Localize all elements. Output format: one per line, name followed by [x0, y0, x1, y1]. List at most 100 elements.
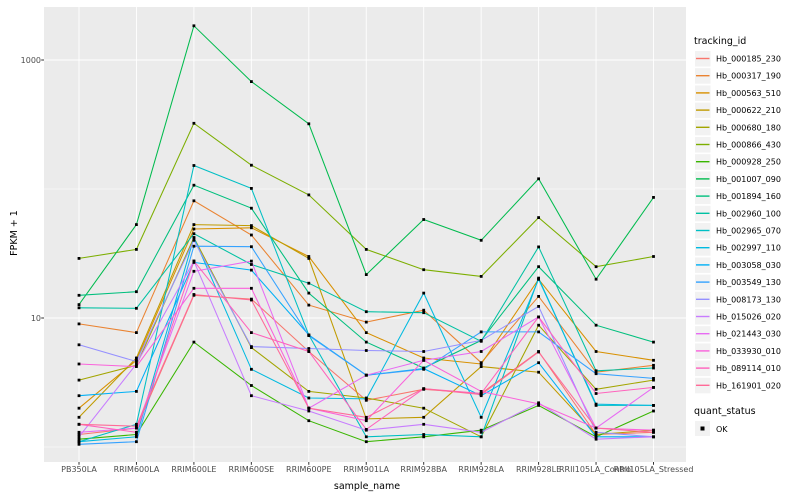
data-point [594, 433, 598, 436]
data-point [307, 350, 311, 353]
data-point [250, 226, 253, 230]
data-point [537, 370, 540, 374]
data-point [77, 415, 81, 419]
data-point [594, 392, 598, 395]
data-point [422, 218, 426, 221]
data-point [479, 275, 483, 278]
data-point [479, 365, 483, 368]
data-point [307, 255, 311, 258]
data-point [537, 315, 540, 319]
data-point [652, 386, 655, 389]
x-tick-label: RRIM600LE [171, 465, 216, 474]
data-point [537, 245, 540, 249]
x-tick-label: RRIM928LA [458, 465, 504, 474]
data-point [479, 393, 483, 396]
data-point [192, 340, 196, 344]
data-point [77, 430, 81, 434]
data-point [652, 378, 655, 382]
data-point [594, 277, 598, 281]
data-point [422, 311, 426, 315]
data-point [192, 244, 196, 248]
data-point [422, 422, 426, 426]
data-point [422, 356, 426, 360]
data-point [192, 238, 196, 242]
data-point [479, 430, 483, 434]
legend-entry-label: Hb_003058_030 [716, 261, 781, 270]
data-point [422, 435, 426, 439]
data-point [479, 415, 483, 419]
legend-entry-label: Hb_000622_210 [716, 106, 781, 115]
data-point [135, 356, 138, 360]
data-point [537, 295, 540, 298]
data-point [594, 402, 598, 406]
data-point [652, 409, 655, 413]
data-point [364, 435, 368, 439]
data-point [594, 372, 598, 376]
legend-entry-label: Hb_000866_430 [716, 141, 781, 150]
data-point [192, 227, 196, 231]
data-point [652, 196, 655, 199]
data-point [77, 406, 81, 410]
data-point [77, 435, 81, 439]
data-point [135, 360, 138, 363]
x-tick-labels: PB350LA RRIM600LA RRIM600LE RRIM600SE RRIM60… [61, 465, 693, 474]
data-point [250, 233, 253, 237]
legend-entry-label: Hb_000928_250 [716, 158, 781, 167]
x-tick-label: RRIM928LE [516, 465, 561, 474]
data-point [250, 298, 253, 302]
data-point [422, 433, 426, 436]
data-point [77, 362, 81, 366]
data-point [307, 347, 311, 350]
data-point [422, 291, 426, 295]
y-tick-label-10: 10 [31, 314, 41, 323]
x-tick-label: RRII105LA_Control [559, 465, 633, 474]
data-point [364, 331, 368, 334]
data-point [192, 232, 196, 236]
y-axis-title: FPKM + 1 [9, 210, 20, 256]
axis-ticks [41, 59, 654, 465]
data-point [307, 334, 311, 337]
data-point [594, 426, 598, 430]
x-tick-label: RRIM600SE [228, 465, 274, 474]
legend-entry-label: Hb_033930_010 [716, 347, 781, 356]
data-point [594, 323, 598, 327]
data-point [479, 238, 483, 242]
data-point [307, 193, 311, 197]
data-point [307, 257, 311, 260]
data-point [135, 424, 138, 428]
data-point [307, 122, 311, 126]
data-point [307, 419, 311, 423]
legend-entry-label: Hb_001894_160 [716, 192, 781, 201]
quant-status-ok-label: OK [716, 425, 728, 434]
data-point [364, 340, 368, 344]
legend-entry-label: Hb_021443_030 [716, 330, 781, 339]
data-point [77, 343, 81, 347]
data-point [652, 363, 655, 367]
data-point [364, 349, 368, 352]
x-axis-title: sample_name [334, 481, 400, 492]
data-point [537, 402, 540, 406]
data-point [652, 430, 655, 434]
data-point [537, 305, 540, 308]
data-point [135, 426, 138, 430]
data-point [250, 187, 253, 190]
x-tick-label: RRIM928BA [400, 465, 447, 474]
data-point [594, 387, 598, 391]
data-point [364, 440, 368, 444]
data-point [307, 396, 311, 400]
data-point [537, 404, 540, 407]
data-point [537, 330, 540, 334]
data-point [422, 358, 426, 362]
data-point [135, 223, 138, 226]
data-point [364, 415, 368, 419]
data-point [250, 259, 253, 263]
data-point [364, 273, 368, 276]
legend-entry-label: Hb_003549_130 [716, 278, 781, 287]
data-point [250, 384, 253, 387]
data-point [307, 303, 311, 307]
data-point [192, 24, 196, 28]
tracking-id-legend-entries: Hb_000185_230 Hb_000317_190 Hb_000563_510 H… [695, 51, 781, 394]
data-point [250, 163, 253, 167]
